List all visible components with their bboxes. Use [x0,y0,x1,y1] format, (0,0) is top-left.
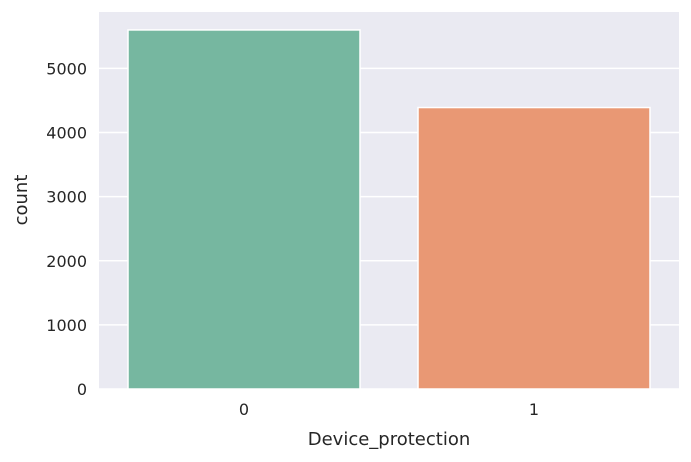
y-tick-label: 0 [77,380,87,399]
y-tick-label: 2000 [46,252,87,271]
bars [127,29,651,390]
x-tick-label: 0 [239,400,249,419]
bar-1 [417,106,651,390]
x-axis-label: Device_protection [308,429,471,450]
y-tick-label: 4000 [46,124,87,143]
y-tick-labels: 0 1000 2000 3000 4000 5000 [46,59,87,399]
y-tick-label: 5000 [46,59,87,78]
y-axis-label: count [11,175,32,226]
x-tick-label: 1 [529,400,539,419]
y-tick-label: 1000 [46,316,87,335]
bar-0 [127,29,361,390]
y-tick-label: 3000 [46,188,87,207]
